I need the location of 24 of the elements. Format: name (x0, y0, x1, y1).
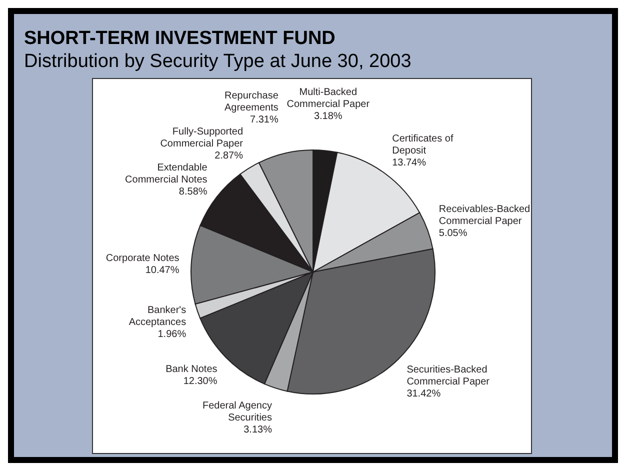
slice-label: Corporate Notes (106, 252, 180, 264)
slice-label: Securities-Backed Commercial Paper (406, 364, 490, 388)
chart-subtitle: Distribution by Security Type at June 30, 2003 (24, 51, 412, 73)
slice-label: Extendable Commercial Notes (125, 162, 208, 186)
data-label: 31.42% (406, 388, 441, 400)
data-label: 8.58% (178, 186, 208, 198)
data-label: 3.18% (314, 110, 342, 122)
slice-label: Certificates of Deposit (392, 133, 454, 156)
slice-label: Federal Agency Securities (202, 400, 272, 424)
slice-label: Multi-Backed Commercial Paper (286, 86, 370, 110)
slice-label: Receivables-Backed Commercial Paper (438, 204, 530, 227)
data-label: 10.47% (145, 264, 180, 276)
data-label: 5.05% (438, 228, 468, 239)
slice-label: Repurchase Agreements (224, 90, 279, 114)
data-label: 7.31% (250, 114, 279, 126)
slice-label: Bank Notes (166, 364, 218, 376)
data-label: 2.87% (214, 150, 244, 162)
chart-title: SHORT-TERM INVESTMENT FUND (24, 28, 336, 50)
data-label: 13.74% (392, 157, 426, 168)
data-label: 12.30% (183, 376, 218, 388)
data-label: 3.13% (244, 424, 272, 436)
slice-label: Banker's Acceptances (128, 304, 186, 328)
slice-label: Fully-Supported Commercial Paper (160, 126, 244, 150)
data-label: 1.96% (158, 328, 186, 340)
